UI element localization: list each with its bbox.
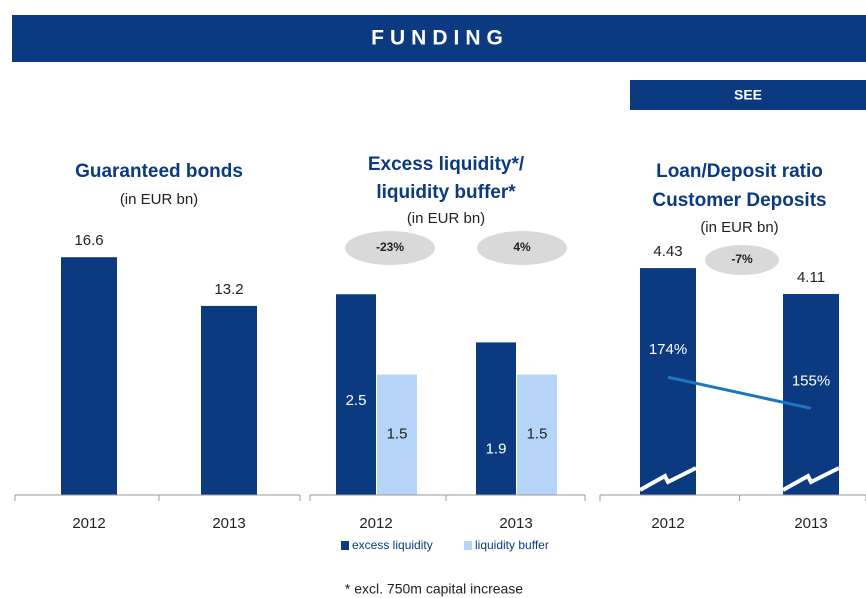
- chart-title: Guaranteed bonds: [75, 161, 243, 182]
- bar: [377, 374, 417, 495]
- x-tick-label: 2013: [794, 515, 827, 532]
- tab-label: SEE: [734, 87, 762, 103]
- x-tick-label: 2013: [212, 515, 245, 532]
- chart-subtitle: (in EUR bn): [120, 191, 198, 208]
- data-label: 4.11: [797, 269, 825, 286]
- legend-swatch: [464, 541, 472, 550]
- data-label: 174%: [649, 341, 687, 358]
- data-label: 155%: [792, 372, 830, 389]
- legend-swatch: [341, 541, 349, 550]
- annotation-bubble: [345, 231, 435, 265]
- chart-title: Excess liquidity*/: [368, 154, 525, 175]
- x-tick-label: 2012: [72, 515, 105, 532]
- data-label: 13.2: [214, 281, 243, 298]
- legend-label: liquidity buffer: [475, 538, 549, 552]
- line: [667, 375, 812, 410]
- data-label: 2.5: [346, 392, 367, 409]
- footnote: * excl. 750m capital increase: [345, 581, 523, 597]
- annotation: -7%: [731, 252, 753, 266]
- data-label: 1.5: [387, 426, 408, 443]
- chart-subtitle: (in EUR bn): [700, 219, 778, 236]
- tab: [630, 80, 866, 110]
- data-label: 16.6: [74, 232, 103, 249]
- annotation-bubble: [477, 231, 567, 265]
- bar: [201, 305, 257, 495]
- chart-subtitle: (in EUR bn): [407, 210, 485, 227]
- legend-label: excess liquidity: [352, 538, 433, 552]
- x-tick-label: 2012: [651, 515, 684, 532]
- chart-title: liquidity buffer*: [376, 182, 516, 203]
- chart-title: Customer Deposits: [652, 190, 826, 211]
- bar: [517, 374, 557, 495]
- data-label: 4.43: [653, 243, 682, 260]
- bar: [783, 294, 839, 495]
- bar: [61, 257, 117, 495]
- x-tick-label: 2013: [499, 515, 532, 532]
- x-tick-label: 2012: [359, 515, 392, 532]
- chart-title: Loan/Deposit ratio: [656, 161, 823, 182]
- header-bar: [12, 15, 866, 62]
- bar: [336, 294, 376, 495]
- annotation: -23%: [376, 240, 404, 254]
- annotation-bubble: [705, 245, 779, 275]
- axis-break: [782, 466, 840, 492]
- bar: [476, 342, 516, 495]
- data-label: 1.5: [527, 426, 548, 443]
- annotation: 4%: [513, 240, 531, 254]
- header-title: FUNDING: [371, 27, 509, 50]
- data-label: 1.9: [486, 440, 507, 457]
- axis-break: [639, 466, 697, 492]
